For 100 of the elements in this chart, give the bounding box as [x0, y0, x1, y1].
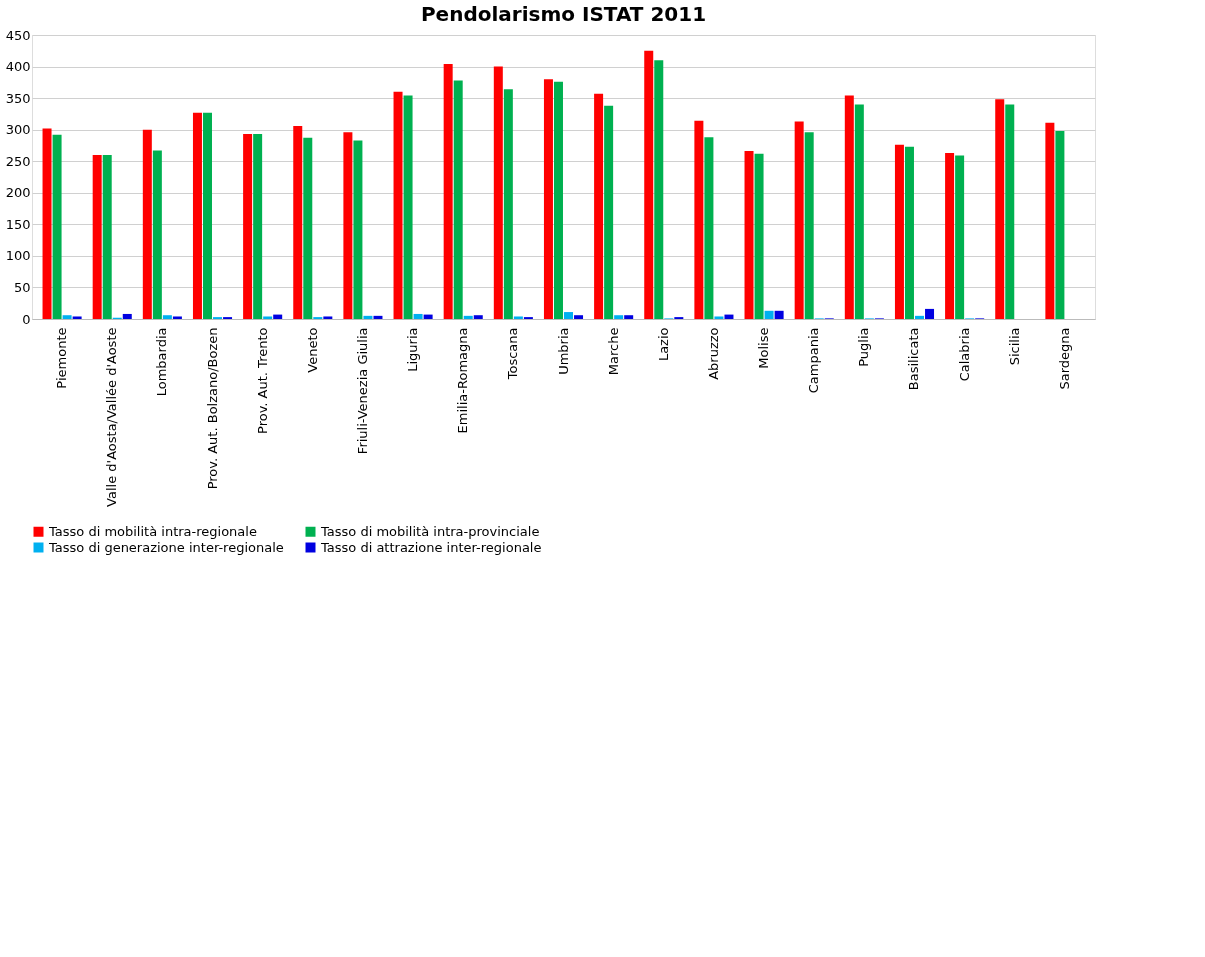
bar: [473, 315, 483, 319]
x-tick-label: Campania: [806, 327, 822, 394]
bar: [493, 66, 503, 319]
x-tick-label: Lombardia: [154, 327, 170, 397]
bar: [704, 137, 714, 319]
bar: [92, 154, 102, 319]
bar: [72, 316, 82, 319]
y-tick-label: 250: [5, 153, 31, 169]
x-tick-label: Puglia: [856, 327, 872, 367]
x-tick-label: Molise: [756, 327, 772, 369]
bar: [203, 112, 212, 319]
bar: [564, 312, 574, 319]
bar: [604, 105, 614, 319]
bar: [794, 121, 804, 319]
x-tick-label: Prov. Aut. Trento: [254, 327, 270, 434]
bar: [393, 91, 403, 319]
bar: [152, 150, 162, 319]
y-tick-label: 450: [5, 27, 31, 43]
bar: [513, 316, 523, 319]
bar: [423, 314, 433, 319]
bar: [624, 315, 634, 319]
bar: [553, 81, 563, 319]
y-tick-label: 400: [5, 59, 31, 75]
bar: [714, 316, 724, 319]
bar: [925, 308, 935, 319]
x-tick-label: Emilia-Romagna: [455, 327, 471, 434]
bar: [724, 314, 734, 319]
bar: [122, 313, 132, 319]
bar: [844, 95, 854, 319]
bar: [594, 93, 604, 319]
x-tick-label: Toscana: [505, 327, 521, 381]
bar: [373, 315, 383, 319]
y-tick-label: 350: [5, 90, 31, 106]
bar: [403, 95, 413, 319]
bar: [574, 315, 584, 319]
bar: [1045, 122, 1055, 319]
bar: [453, 80, 463, 319]
bar: [243, 134, 253, 319]
bar: [764, 310, 774, 319]
bar: [463, 315, 473, 319]
y-tick-label: 50: [13, 279, 31, 295]
y-tick-label: 200: [5, 185, 31, 201]
bar: [894, 144, 904, 319]
x-tick-label: Calabria: [956, 327, 972, 382]
bar: [343, 132, 353, 319]
x-tick-label: Valle d'Aosta/Vallée d'Aoste: [104, 327, 120, 507]
x-tick-label: Basilicata: [906, 327, 922, 391]
legend-label: Tasso di mobilità intra-regionale: [48, 523, 257, 539]
bar: [854, 104, 864, 319]
bar: [162, 315, 172, 319]
x-tick-label: Abruzzo: [705, 327, 721, 380]
x-tick-label: Sicilia: [1006, 327, 1022, 366]
bar: [995, 99, 1005, 319]
bar: [754, 153, 764, 319]
bar: [644, 50, 654, 319]
bar: [192, 112, 202, 319]
bar: [42, 128, 52, 319]
x-tick-label: Prov. Aut. Bolzano/Bozen: [204, 327, 220, 490]
bar: [543, 79, 553, 319]
x-tick-label: Sardegna: [1056, 327, 1072, 390]
bar: [253, 134, 263, 319]
bar: [694, 120, 704, 319]
bar: [102, 154, 112, 319]
x-tick-label: Friuli-Venezia Giulia: [354, 327, 370, 455]
bar: [293, 125, 303, 319]
x-tick-label: Veneto: [304, 327, 320, 373]
bar: [62, 315, 72, 319]
bar: [955, 155, 965, 319]
x-tick-label: Umbria: [555, 327, 571, 375]
bar: [774, 310, 784, 319]
legend-label: Tasso di generazione inter-regionale: [48, 539, 284, 555]
x-tick-label: Piemonte: [54, 327, 70, 389]
bar: [142, 129, 152, 319]
bar: [323, 316, 333, 319]
bar: [1055, 130, 1065, 319]
x-tick-label: Lazio: [655, 327, 671, 362]
bar: [413, 313, 423, 319]
bar: [303, 137, 313, 319]
bar: [52, 134, 62, 319]
chart-title: Pendolarismo ISTAT 2011: [420, 2, 707, 26]
y-tick-label: 300: [5, 122, 31, 138]
x-tick-label: Marche: [605, 327, 621, 376]
bar: [353, 140, 363, 319]
bar: [363, 315, 373, 319]
y-tick-label: 150: [5, 216, 31, 232]
legend-label: Tasso di attrazione inter-regionale: [320, 539, 542, 555]
bar: [804, 132, 814, 319]
bar: [273, 314, 283, 319]
bar: [443, 64, 453, 319]
x-tick-label: Liguria: [405, 327, 421, 372]
bar: [915, 315, 924, 319]
bar: [904, 146, 914, 319]
bar: [654, 60, 664, 319]
y-tick-label: 0: [22, 311, 31, 327]
bar: [614, 315, 624, 319]
bar: [263, 316, 273, 319]
bar: [503, 89, 513, 319]
y-tick-label: 100: [5, 248, 31, 264]
bar: [945, 153, 955, 319]
legend-label: Tasso di mobilità intra-provinciale: [320, 523, 540, 539]
